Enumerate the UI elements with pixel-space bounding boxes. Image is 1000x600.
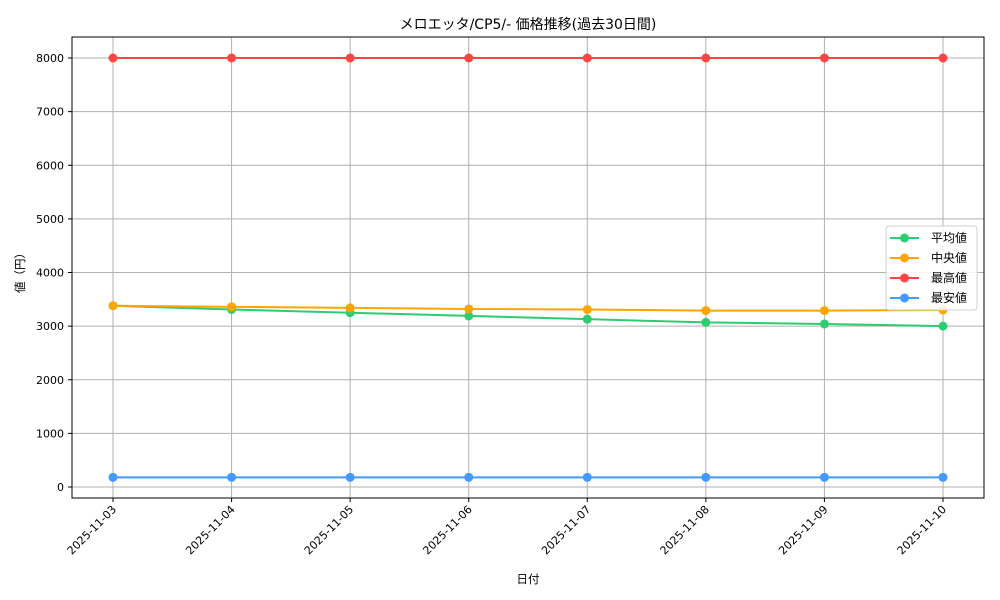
- y-tick-label: 4000: [36, 267, 64, 280]
- data-point: [582, 472, 592, 482]
- y-tick-label: 1000: [36, 427, 64, 440]
- x-tick-label: 2025-11-05: [302, 503, 356, 557]
- data-point: [819, 472, 829, 482]
- data-point: [938, 472, 948, 482]
- data-point: [464, 472, 474, 482]
- data-point: [701, 472, 711, 482]
- data-point: [701, 317, 711, 327]
- data-point: [345, 303, 355, 313]
- legend-marker-icon: [900, 253, 909, 263]
- legend-marker-icon: [900, 293, 909, 303]
- data-point: [108, 472, 118, 482]
- chart-title: メロエッタ/CP5/- 価格推移(過去30日間): [400, 17, 657, 33]
- x-tick-label: 2025-11-07: [539, 503, 593, 557]
- legend-label: 最高値: [931, 270, 967, 285]
- data-point: [819, 306, 829, 316]
- y-tick-label: 5000: [36, 213, 64, 226]
- plot-area-frame: [71, 36, 985, 499]
- legend-item: 最安値: [890, 290, 967, 305]
- legend-box: [885, 225, 978, 311]
- y-tick-label: 6000: [36, 159, 64, 172]
- y-tick-label: 8000: [36, 52, 64, 65]
- data-point: [227, 302, 237, 312]
- series-最高値: [108, 53, 948, 63]
- legend-marker-icon: [900, 233, 909, 243]
- data-point: [464, 311, 474, 321]
- x-tick-label: 2025-11-09: [776, 503, 830, 557]
- x-tick-label: 2025-11-10: [895, 503, 949, 557]
- x-tick-label: 2025-11-08: [658, 503, 712, 557]
- data-point: [227, 53, 237, 63]
- data-point: [464, 53, 474, 63]
- data-point: [819, 53, 829, 63]
- grid-lines: [72, 37, 984, 498]
- y-tick-label: 7000: [36, 106, 64, 119]
- y-tick-label: 3000: [36, 320, 64, 333]
- series-line: [112, 304, 944, 312]
- data-point: [582, 53, 592, 63]
- x-tick-label: 2025-11-03: [65, 503, 119, 557]
- x-axis: 2025-11-03 2025-11-04 2025-11-05 2025-11-06…: [65, 498, 949, 557]
- data-point: [701, 306, 711, 316]
- legend-item: 中央値: [890, 250, 967, 265]
- data-point: [464, 304, 474, 314]
- legend-label: 平均値: [931, 230, 967, 245]
- x-tick-label: 2025-11-04: [183, 503, 237, 557]
- legend-label: 最安値: [931, 290, 967, 305]
- legend-item: 最高値: [890, 270, 967, 285]
- y-axis-label: 値（円）: [13, 247, 27, 293]
- y-tick-label: 2000: [36, 374, 64, 387]
- x-axis-label: 日付: [517, 572, 540, 586]
- data-point: [938, 321, 948, 331]
- legend-label: 中央値: [931, 250, 967, 265]
- data-point: [108, 53, 118, 63]
- series-最安値: [108, 472, 948, 482]
- data-point: [345, 472, 355, 482]
- legend-marker-icon: [900, 273, 909, 283]
- data-point: [108, 301, 118, 311]
- series-layer: [108, 53, 948, 482]
- y-tick-label: 0: [57, 481, 64, 494]
- data-point: [582, 314, 592, 324]
- data-point: [345, 53, 355, 63]
- data-point: [582, 305, 592, 315]
- x-tick-label: 2025-11-06: [420, 503, 474, 557]
- data-point: [819, 319, 829, 329]
- series-line: [112, 304, 944, 328]
- data-point: [938, 53, 948, 63]
- y-axis: 0 1000 2000 3000 4000 5000 6000 7000 8000: [36, 52, 72, 494]
- data-point: [227, 472, 237, 482]
- data-point: [701, 53, 711, 63]
- legend-item: 平均値: [890, 230, 967, 245]
